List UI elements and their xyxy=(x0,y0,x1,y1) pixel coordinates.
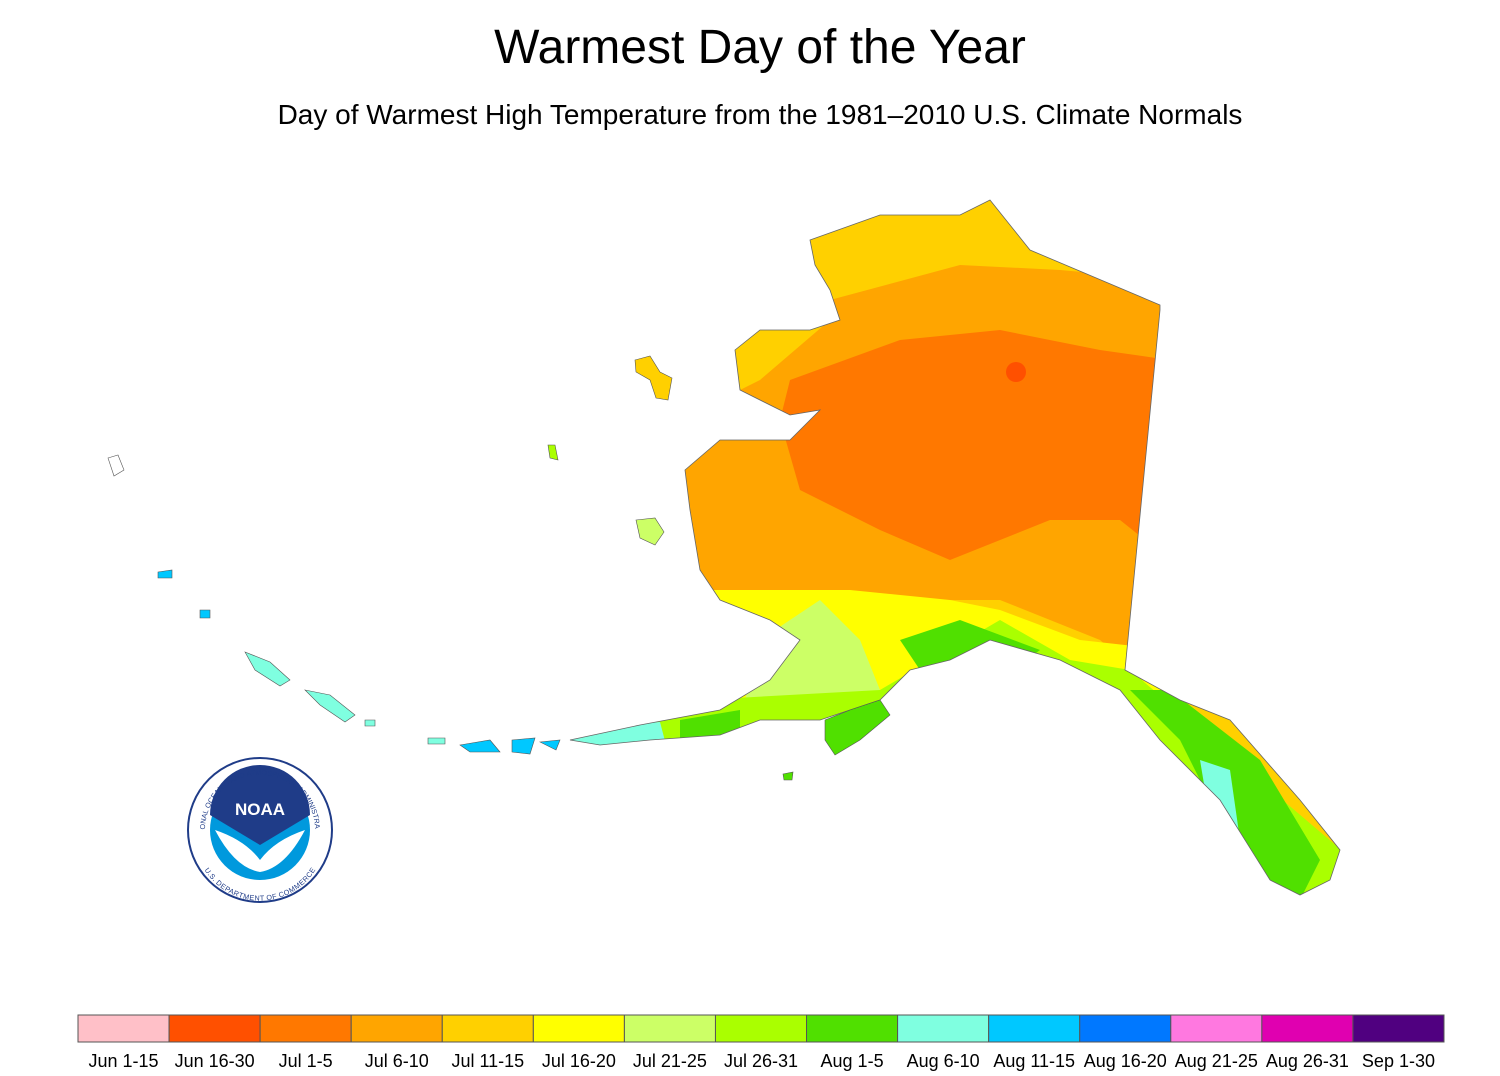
legend-label: Aug 11-15 xyxy=(993,1051,1075,1071)
noaa-logo: NOAA NATIONAL OCEANIC AND ATMOSPHERIC AD… xyxy=(0,0,333,903)
region xyxy=(427,737,446,745)
legend-label: Jun 16-30 xyxy=(175,1051,255,1071)
region xyxy=(1006,362,1026,382)
legend-swatch xyxy=(77,1014,170,1043)
legend-label: Jul 11-15 xyxy=(451,1051,524,1071)
logo-ring-top-text: NATIONAL OCEANIC AND ATMOSPHERIC ADMINIS… xyxy=(0,0,322,830)
region xyxy=(547,444,559,461)
legend-label: Aug 26-31 xyxy=(1266,1051,1349,1071)
legend-label: Aug 6-10 xyxy=(907,1051,980,1071)
legend-label: Aug 16-20 xyxy=(1084,1051,1167,1071)
region xyxy=(782,771,794,781)
legend-swatch xyxy=(714,1014,808,1043)
logo-ring-top: NATIONAL OCEANIC AND ATMOSPHERIC ADMINIS… xyxy=(0,0,322,830)
legend-swatch xyxy=(897,1014,990,1043)
legend-swatch xyxy=(623,1014,716,1043)
region xyxy=(364,719,376,727)
legend-swatch xyxy=(1079,1014,1172,1043)
legend-swatch xyxy=(1170,1014,1263,1043)
logo-label: NOAA xyxy=(235,800,285,819)
legend: Jun 1-15 Jun 16-30 Jul 1-5 Jul 6-10 Jul 11-1… xyxy=(77,1014,1445,1071)
islands xyxy=(107,355,891,781)
subtitle: Day of Warmest High Temperature from the… xyxy=(278,99,1243,130)
legend-label: Jul 26-31 xyxy=(724,1051,798,1071)
legend-label: Jul 16-20 xyxy=(542,1051,616,1071)
legend-swatch xyxy=(1352,1014,1445,1043)
legend-swatch xyxy=(1261,1014,1354,1043)
legend-label: Jul 21-25 xyxy=(633,1051,707,1071)
region xyxy=(199,609,211,619)
legend-label: Jul 1-5 xyxy=(279,1051,333,1071)
legend-swatch xyxy=(988,1014,1081,1043)
legend-swatch xyxy=(441,1014,534,1043)
legend-label: Jul 6-10 xyxy=(365,1051,429,1071)
region xyxy=(304,689,356,723)
legend-label: Aug 21-25 xyxy=(1175,1051,1258,1071)
region xyxy=(780,330,1170,560)
legend-swatch xyxy=(350,1014,443,1043)
region xyxy=(538,739,561,751)
region xyxy=(511,737,536,755)
legend-swatch xyxy=(806,1014,899,1043)
region xyxy=(635,517,665,546)
region xyxy=(459,739,501,753)
legend-swatch xyxy=(168,1014,261,1043)
legend-swatch xyxy=(532,1014,625,1043)
legend-label: Sep 1-30 xyxy=(1362,1051,1435,1071)
title: Warmest Day of the Year xyxy=(494,21,1026,74)
region xyxy=(244,651,291,687)
legend-label: Jun 1-15 xyxy=(89,1051,159,1071)
legend-label: Aug 1-5 xyxy=(821,1051,884,1071)
alaska-map xyxy=(570,200,1340,895)
region xyxy=(824,699,891,756)
region xyxy=(157,569,173,579)
region xyxy=(634,355,673,401)
legend-swatch xyxy=(259,1014,352,1043)
